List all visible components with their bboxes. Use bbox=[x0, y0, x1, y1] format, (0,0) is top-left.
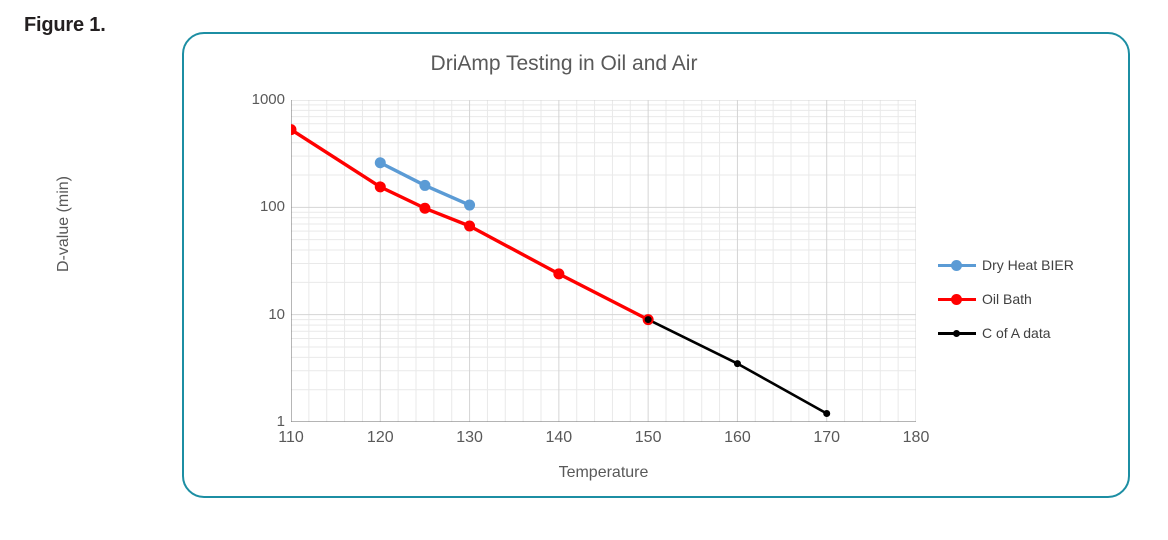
x-tick-label: 140 bbox=[545, 429, 573, 446]
legend-label: Oil Bath bbox=[982, 291, 1032, 307]
y-tick-label: 1 bbox=[276, 413, 285, 430]
y-tick-label: 1000 bbox=[251, 91, 285, 108]
x-tick-label: 170 bbox=[813, 429, 841, 446]
legend-item[interactable]: Oil Bath bbox=[938, 282, 1118, 316]
x-tick-label: 110 bbox=[278, 429, 304, 446]
plot-area bbox=[291, 100, 916, 422]
legend-marker-icon bbox=[938, 292, 976, 306]
y-tick-label: 10 bbox=[268, 305, 285, 323]
legend-marker-icon bbox=[938, 326, 976, 340]
x-axis-title: Temperature bbox=[558, 464, 649, 481]
legend-label: Dry Heat BIER bbox=[982, 257, 1074, 273]
y-axis-title: D-value (min) bbox=[55, 176, 72, 273]
chart-legend: Dry Heat BIER Oil Bath C of A data bbox=[938, 248, 1118, 350]
x-tick-label: 160 bbox=[724, 429, 751, 446]
legend-label: C of A data bbox=[982, 325, 1051, 341]
legend-item[interactable]: Dry Heat BIER bbox=[938, 248, 1118, 282]
chart-title: DriAmp Testing in Oil and Air bbox=[430, 52, 698, 75]
legend-item[interactable]: C of A data bbox=[938, 316, 1118, 350]
legend-marker-icon bbox=[938, 258, 976, 272]
figure-caption-label: Figure 1. bbox=[24, 14, 106, 36]
x-tick-label: 180 bbox=[902, 429, 930, 446]
x-tick-label: 150 bbox=[634, 429, 662, 446]
y-tick-label: 100 bbox=[259, 198, 285, 216]
x-tick-label: 130 bbox=[456, 429, 483, 446]
x-tick-label: 120 bbox=[366, 429, 394, 446]
y-axis-tick-labels: 1000 100 10 1 bbox=[231, 0, 285, 540]
x-axis-tick-labels: 110 120 130 140 150 160 170 180 bbox=[278, 429, 929, 454]
chart-canvas bbox=[291, 100, 916, 422]
